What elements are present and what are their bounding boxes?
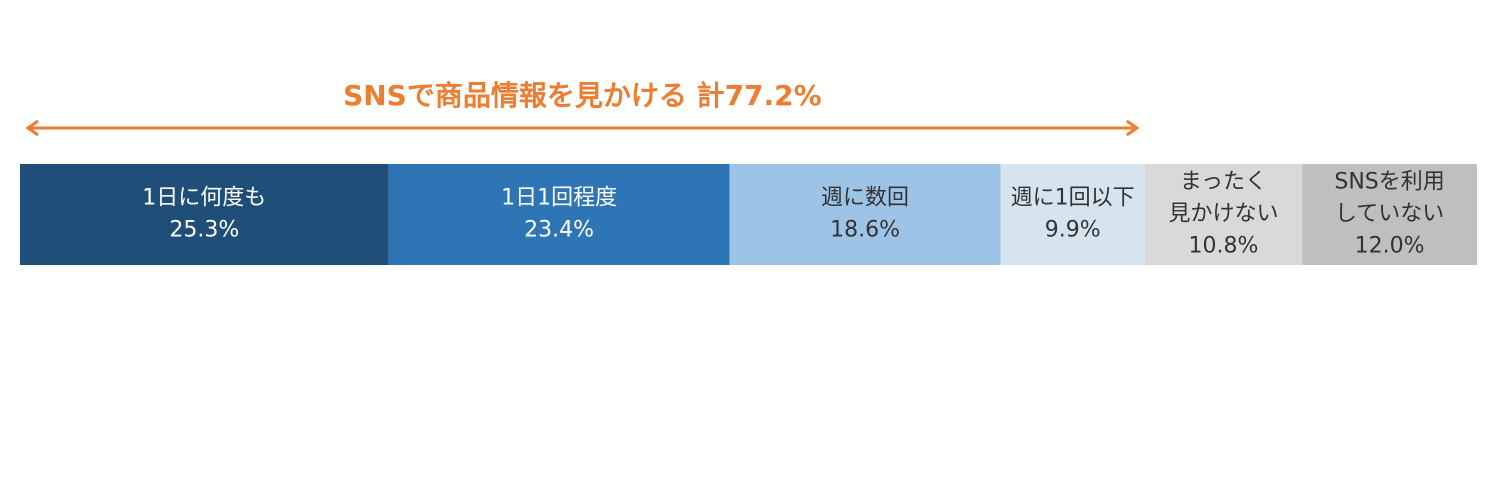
annotation: SNSで商品情報を見かける 計77.2% <box>343 79 822 112</box>
segment-label: 週に数回 <box>821 186 909 211</box>
value-label: 23.4% <box>524 218 594 243</box>
segment-label: 1日に何度も <box>142 186 266 211</box>
segment-label: 1日1回程度 <box>501 186 617 211</box>
segment-label: SNSを利用していない <box>1334 170 1444 227</box>
value-label: 25.3% <box>169 218 239 243</box>
segment-label: 週に1回以下 <box>1011 186 1135 211</box>
bar-segment <box>729 164 1001 265</box>
value-label: 9.9% <box>1045 218 1101 243</box>
bar-segment <box>20 164 389 265</box>
bar-segment <box>388 164 730 265</box>
value-label: 10.8% <box>1189 234 1259 259</box>
bar-segment <box>1000 164 1145 265</box>
segment-label: まったく見かけない <box>1168 170 1278 227</box>
value-label: 12.0% <box>1355 234 1425 259</box>
bar-segment <box>1302 164 1477 265</box>
bar-segment <box>1144 164 1303 265</box>
annotation-arrow <box>25 119 1140 137</box>
value-label: 18.6% <box>830 218 900 243</box>
